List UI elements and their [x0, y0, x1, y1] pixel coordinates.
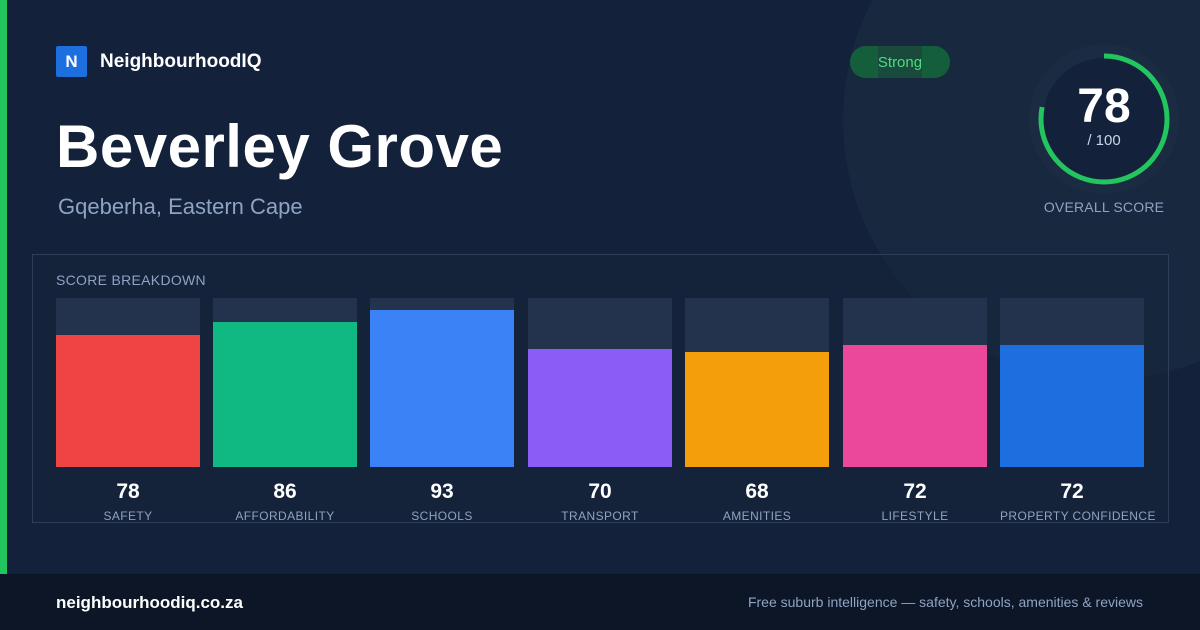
bar-label: LIFESTYLE — [881, 509, 949, 523]
bar-track — [56, 298, 200, 467]
status-badge: Strong — [850, 46, 950, 78]
footer-url-link[interactable]: neighbourhoodiq.co.za — [56, 593, 243, 612]
score-breakdown-panel: SCORE BREAKDOWN 78 SAFETY 86 AFFORDABILI… — [32, 254, 1169, 523]
bar-track — [213, 298, 357, 467]
bar-affordability: 86 AFFORDABILITY — [213, 298, 357, 523]
overall-score-ring — [1029, 44, 1179, 194]
bar-track — [370, 298, 514, 467]
overall-score-arc — [1038, 53, 1170, 185]
bar-fill-property-confidence — [1000, 345, 1144, 467]
brand[interactable]: N NeighbourhoodIQ — [56, 46, 261, 77]
bar-value: 70 — [588, 480, 612, 503]
bar-fill-safety — [56, 335, 200, 467]
suburb-title: Beverley Grove — [56, 113, 504, 180]
brand-logo-icon: N — [56, 46, 87, 77]
bar-value: 68 — [745, 480, 769, 503]
bar-track — [685, 298, 829, 467]
bar-fill-lifestyle — [843, 345, 987, 467]
bar-fill-schools — [370, 309, 514, 467]
footer-tagline: Free suburb intelligence — safety, schoo… — [747, 594, 1143, 610]
suburb-location: Gqeberha, Eastern Cape — [58, 194, 303, 219]
bar-label: PROPERTY CONFIDENCE — [1000, 509, 1156, 523]
bar-label: AMENITIES — [722, 509, 792, 523]
bar-schools: 93 SCHOOLS — [370, 298, 514, 523]
bar-value: 78 — [116, 480, 140, 503]
bar-track — [843, 298, 987, 467]
bar-label: AFFORDABILITY — [235, 509, 335, 523]
bar-fill-transport — [528, 348, 672, 467]
bar-label: SAFETY — [103, 509, 153, 523]
bar-label: TRANSPORT — [561, 509, 639, 523]
overall-score-value: 78 — [1077, 80, 1131, 133]
bar-property-confidence: 72 PROPERTY CONFIDENCE — [1000, 298, 1156, 523]
status-badge-label: Strong — [877, 53, 923, 71]
overall-score-max: / 100 — [1087, 132, 1121, 149]
accent-bar — [0, 0, 7, 574]
bar-safety: 78 SAFETY — [56, 298, 200, 523]
bar-label: SCHOOLS — [411, 509, 473, 523]
bar-transport: 70 TRANSPORT — [528, 298, 672, 523]
score-breakdown-title: SCORE BREAKDOWN — [56, 272, 206, 288]
bar-value: 93 — [430, 480, 454, 503]
brand-name: NeighbourhoodIQ — [100, 50, 262, 72]
footer: neighbourhoodiq.co.za Free suburb intell… — [0, 574, 1200, 630]
overall-score-label: OVERALL SCORE — [1043, 199, 1165, 215]
bar-amenities: 68 AMENITIES — [685, 298, 829, 523]
bar-value: 86 — [273, 480, 297, 503]
bar-value: 72 — [1060, 480, 1084, 503]
bar-value: 72 — [903, 480, 927, 503]
bar-lifestyle: 72 LIFESTYLE — [843, 298, 987, 523]
bar-fill-affordability — [213, 321, 357, 467]
bar-track — [1000, 298, 1144, 467]
bar-fill-amenities — [685, 352, 829, 467]
bar-track — [528, 298, 672, 467]
